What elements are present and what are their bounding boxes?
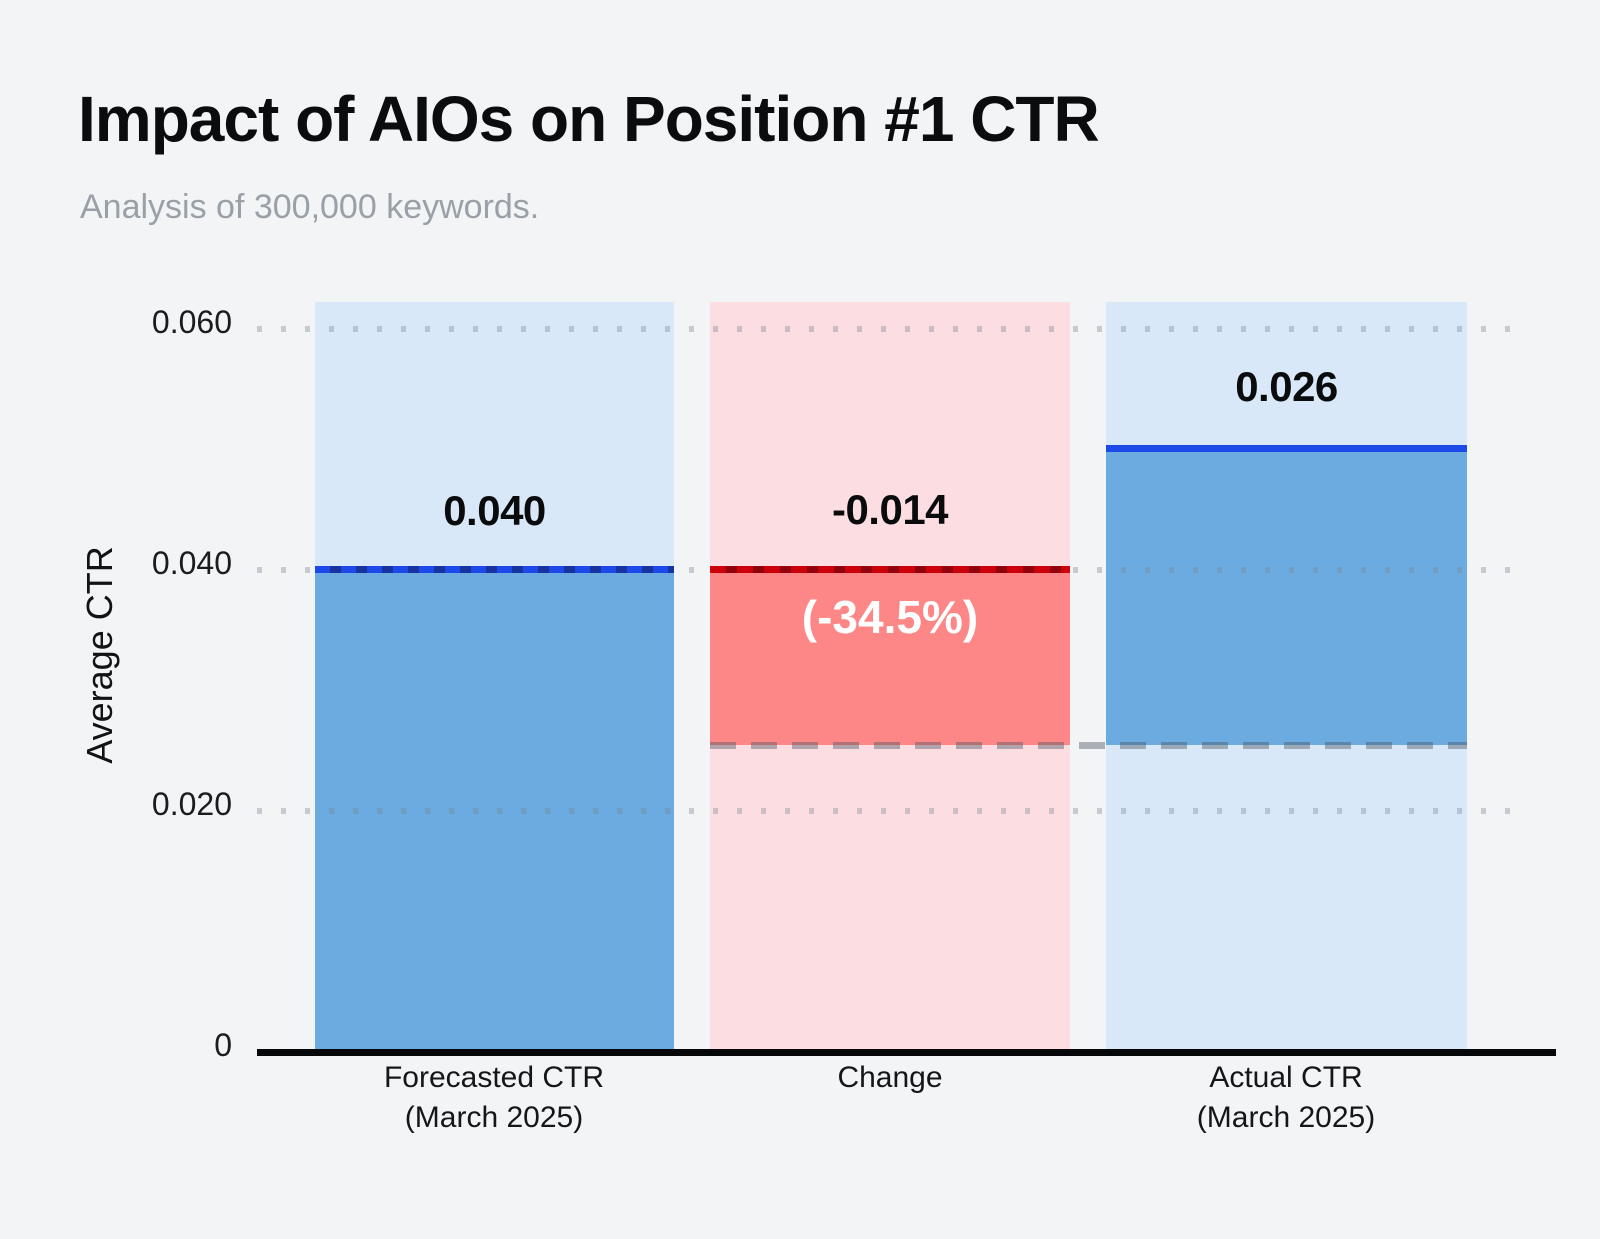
page-title: Impact of AIOs on Position #1 CTR xyxy=(78,83,1100,155)
x-axis-line xyxy=(257,1049,1556,1056)
y-tick-0060: 0.060 xyxy=(151,304,232,340)
marker-line-change xyxy=(710,566,1070,573)
category-label-forecasted: Forecasted CTR (March 2025) xyxy=(284,1058,704,1138)
y-tick-0040: 0.040 xyxy=(151,545,232,581)
category-label-change: Change xyxy=(680,1058,1100,1098)
value-label-actual: 0.026 xyxy=(1235,363,1338,410)
bar-fill-actual xyxy=(1106,452,1467,745)
y-tick-0020: 0.020 xyxy=(151,786,232,822)
category-label-line1: Forecasted CTR xyxy=(383,1061,605,1094)
gridline-0060 xyxy=(257,326,1523,332)
category-label-line2: (March 2025) xyxy=(404,1101,584,1134)
gridline-0020 xyxy=(257,808,1523,814)
category-label-line2: (March 2025) xyxy=(1196,1101,1376,1134)
y-tick-0: 0 xyxy=(214,1027,232,1063)
dashed-connector-line xyxy=(710,742,1467,749)
percent-change-label: (-34.5%) xyxy=(801,591,979,643)
value-label-change: -0.014 xyxy=(831,486,949,533)
category-label-line1: Change xyxy=(837,1061,943,1094)
category-label-actual: Actual CTR (March 2025) xyxy=(1076,1058,1496,1138)
value-label-forecasted: 0.040 xyxy=(443,487,546,534)
bar-fill-change xyxy=(710,573,1070,745)
marker-line-forecasted xyxy=(315,566,674,573)
category-label-line1: Actual CTR xyxy=(1209,1061,1363,1094)
page-subtitle: Analysis of 300,000 keywords. xyxy=(80,188,540,226)
marker-line-actual xyxy=(1106,445,1467,452)
bar-fill-forecasted xyxy=(315,573,674,1049)
